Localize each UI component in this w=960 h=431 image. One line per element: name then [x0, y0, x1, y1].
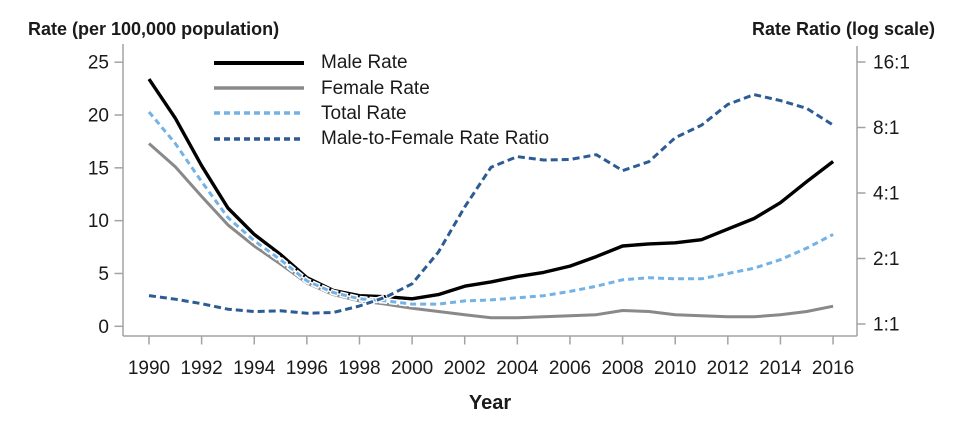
female-rate-line-swatch: [214, 86, 304, 90]
x-axis-tick-label: 2012: [707, 358, 749, 379]
x-axis-tick-label: 2002: [444, 358, 486, 379]
left-axis-tick-label: 15: [88, 158, 109, 179]
legend-label: Male Rate: [321, 52, 408, 74]
x-axis-tick-label: 1990: [128, 358, 170, 379]
legend-item-total-rate: Total Rate: [213, 101, 549, 126]
total-rate-line-swatch: [214, 111, 304, 116]
series-line-female-rate: [148, 142, 834, 320]
right-axis-tick-label: 8:1: [873, 118, 899, 139]
right-axis-tick-label: 16:1: [873, 53, 910, 74]
x-axis-tick-label: 2014: [759, 358, 802, 379]
rate-ratio-line-swatch: [214, 137, 304, 141]
left-axis-tick-label: 0: [98, 317, 109, 338]
legend-label: Male-to-Female Rate Ratio: [321, 128, 550, 150]
x-axis-tick-label: 1992: [180, 358, 222, 379]
legend-item-male-rate: Male Rate: [213, 50, 549, 75]
x-axis-tick-label: 2000: [391, 358, 433, 379]
series-line-total-rate: [147, 110, 834, 306]
x-axis-tick-label: 2010: [654, 358, 696, 379]
chart-legend: Male Rate Female Rate Total Rate Male-to…: [213, 50, 549, 152]
x-axis-tick-label: 1998: [338, 358, 380, 379]
x-axis-tick-label: 2008: [601, 358, 643, 379]
legend-label: Total Rate: [321, 102, 407, 124]
right-axis-title: Rate Ratio (log scale): [751, 19, 935, 39]
x-axis-tick-label: 2006: [549, 358, 591, 379]
series-line-male-to-female-rate-ratio: [148, 93, 834, 315]
legend-item-female-rate: Female Rate: [213, 75, 549, 100]
left-axis-tick-label: 20: [88, 106, 109, 127]
male-rate-line-swatch: [214, 60, 304, 65]
left-axis-tick-label: 5: [98, 264, 109, 285]
x-axis-tick-label: 2004: [496, 358, 539, 379]
left-axis-title: Rate (per 100,000 population): [28, 19, 280, 39]
x-axis-tick-label: 1996: [286, 358, 328, 379]
right-axis-tick-label: 1:1: [873, 315, 899, 336]
left-axis-tick-label: 25: [88, 53, 109, 74]
right-axis-tick-label: 4:1: [873, 184, 899, 205]
legend-item-male-to-female-rate-ratio: Male-to-Female Rate Ratio: [213, 126, 549, 151]
x-axis-tick-label: 1994: [233, 358, 276, 379]
left-axis-tick-label: 10: [88, 211, 109, 232]
x-axis-tick-label: 2016: [812, 358, 854, 379]
right-axis-tick-label: 2:1: [873, 249, 899, 270]
series-line-male-rate: [147, 78, 835, 301]
legend-label: Female Rate: [321, 77, 430, 99]
x-axis-title: Year: [468, 392, 512, 414]
